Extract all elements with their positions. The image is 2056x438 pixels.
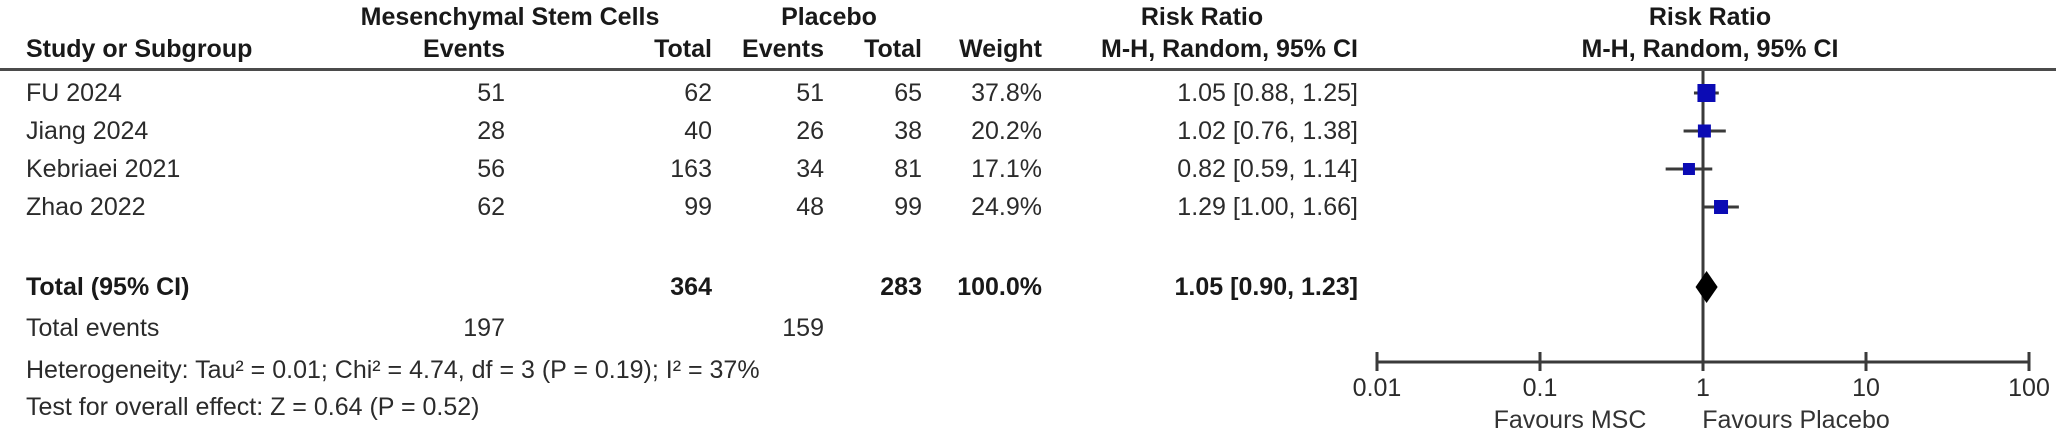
weight-value: 20.2% (971, 117, 1042, 145)
placebo-events-value: 48 (796, 193, 824, 221)
total-risk-ratio-ci-text: 1.05 [0.90, 1.23] (1174, 273, 1358, 301)
total-diamond-marker (1695, 271, 1718, 303)
favours-right-label: Favours Placebo (1702, 406, 1890, 434)
msc-events-value: 62 (477, 193, 505, 221)
placebo-total-value: 81 (894, 155, 922, 183)
favours-left-label: Favours MSC (1493, 406, 1647, 434)
overall-effect-text: Test for overall effect: Z = 0.64 (P = 0… (26, 393, 480, 421)
placebo-total-header: Total (864, 35, 922, 63)
total-events-label: Total events (26, 314, 160, 342)
risk-ratio-ci-text: 1.29 [1.00, 1.66] (1177, 193, 1358, 221)
axis-tick-label: 100 (2008, 374, 2050, 402)
placebo-events-header: Events (742, 35, 824, 63)
study-name: Zhao 2022 (26, 193, 146, 221)
study-name: Kebriaei 2021 (26, 155, 181, 183)
group1-header: Mesenchymal Stem Cells (360, 3, 660, 31)
axis-tick-label: 0.01 (1352, 374, 1402, 402)
placebo-events-value: 26 (796, 117, 824, 145)
msc-events-value: 56 (477, 155, 505, 183)
msc-events-value: 28 (477, 117, 505, 145)
study-name: Jiang 2024 (26, 117, 149, 145)
placebo-total-value: 38 (894, 117, 922, 145)
total-msc-total: 364 (670, 273, 712, 301)
risk-ratio-plot-header: Risk Ratio (1648, 3, 1772, 31)
risk-ratio-ci-text: 1.05 [0.88, 1.25] (1177, 79, 1358, 107)
risk-ratio-ci-text: 0.82 [0.59, 1.14] (1177, 155, 1358, 183)
msc-events-header: Events (423, 35, 505, 63)
effect-square-marker (1697, 84, 1716, 102)
total-placebo-total: 283 (880, 273, 922, 301)
placebo-events-value: 34 (796, 155, 824, 183)
axis-tick-label: 0.1 (1522, 374, 1558, 402)
method-column-header: M-H, Random, 95% CI (1101, 35, 1358, 63)
weight-header: Weight (959, 35, 1042, 63)
msc-total-value: 99 (684, 193, 712, 221)
total-events-placebo: 159 (782, 314, 824, 342)
effect-square-marker (1682, 163, 1695, 175)
header-separator-line (0, 68, 2056, 71)
total-row-label: Total (95% CI) (26, 273, 190, 301)
placebo-total-value: 99 (894, 193, 922, 221)
msc-total-value: 40 (684, 117, 712, 145)
placebo-total-value: 65 (894, 79, 922, 107)
method-plot-header: M-H, Random, 95% CI (1581, 35, 1839, 63)
study-column-header: Study or Subgroup (26, 35, 253, 63)
msc-events-value: 51 (477, 79, 505, 107)
heterogeneity-text: Heterogeneity: Tau² = 0.01; Chi² = 4.74,… (26, 356, 760, 384)
msc-total-value: 163 (670, 155, 712, 183)
placebo-events-value: 51 (796, 79, 824, 107)
axis-tick-label: 10 (1852, 374, 1880, 402)
effect-square-marker (1697, 124, 1711, 138)
msc-total-value: 62 (684, 79, 712, 107)
total-events-msc: 197 (463, 314, 505, 342)
weight-value: 17.1% (971, 155, 1042, 183)
effect-square-marker (1714, 200, 1729, 214)
total-weight: 100.0% (957, 273, 1042, 301)
weight-value: 24.9% (971, 193, 1042, 221)
weight-value: 37.8% (971, 79, 1042, 107)
axis-tick-label: 1 (1696, 374, 1710, 402)
risk-ratio-column-header: Risk Ratio (1140, 3, 1264, 31)
group2-header: Placebo (781, 3, 877, 31)
risk-ratio-ci-text: 1.02 [0.76, 1.38] (1177, 117, 1358, 145)
study-name: FU 2024 (26, 79, 122, 107)
msc-total-header: Total (654, 35, 712, 63)
